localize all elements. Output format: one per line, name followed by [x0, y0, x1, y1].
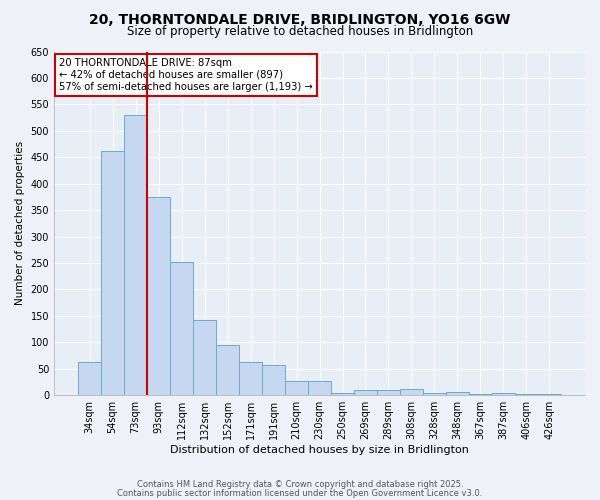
Bar [423, 392, 446, 395]
Bar [515, 394, 538, 395]
Bar [193, 320, 216, 395]
Bar [216, 345, 239, 395]
Y-axis label: Number of detached properties: Number of detached properties [15, 142, 25, 306]
Bar [239, 362, 262, 395]
Bar [331, 392, 354, 395]
Bar [446, 392, 469, 395]
Bar [377, 390, 400, 395]
Bar [354, 390, 377, 395]
Bar [170, 262, 193, 395]
Bar [147, 197, 170, 395]
Bar [124, 115, 147, 395]
Bar [101, 151, 124, 395]
Text: Size of property relative to detached houses in Bridlington: Size of property relative to detached ho… [127, 25, 473, 38]
Bar [492, 392, 515, 395]
Text: 20, THORNTONDALE DRIVE, BRIDLINGTON, YO16 6GW: 20, THORNTONDALE DRIVE, BRIDLINGTON, YO1… [89, 12, 511, 26]
Bar [262, 365, 285, 395]
Bar [538, 394, 561, 395]
Text: Contains HM Land Registry data © Crown copyright and database right 2025.: Contains HM Land Registry data © Crown c… [137, 480, 463, 489]
Bar [285, 381, 308, 395]
Bar [78, 362, 101, 395]
X-axis label: Distribution of detached houses by size in Bridlington: Distribution of detached houses by size … [170, 445, 469, 455]
Bar [308, 381, 331, 395]
Bar [469, 394, 492, 395]
Text: Contains public sector information licensed under the Open Government Licence v3: Contains public sector information licen… [118, 488, 482, 498]
Bar [400, 389, 423, 395]
Text: 20 THORNTONDALE DRIVE: 87sqm
← 42% of detached houses are smaller (897)
57% of s: 20 THORNTONDALE DRIVE: 87sqm ← 42% of de… [59, 58, 313, 92]
